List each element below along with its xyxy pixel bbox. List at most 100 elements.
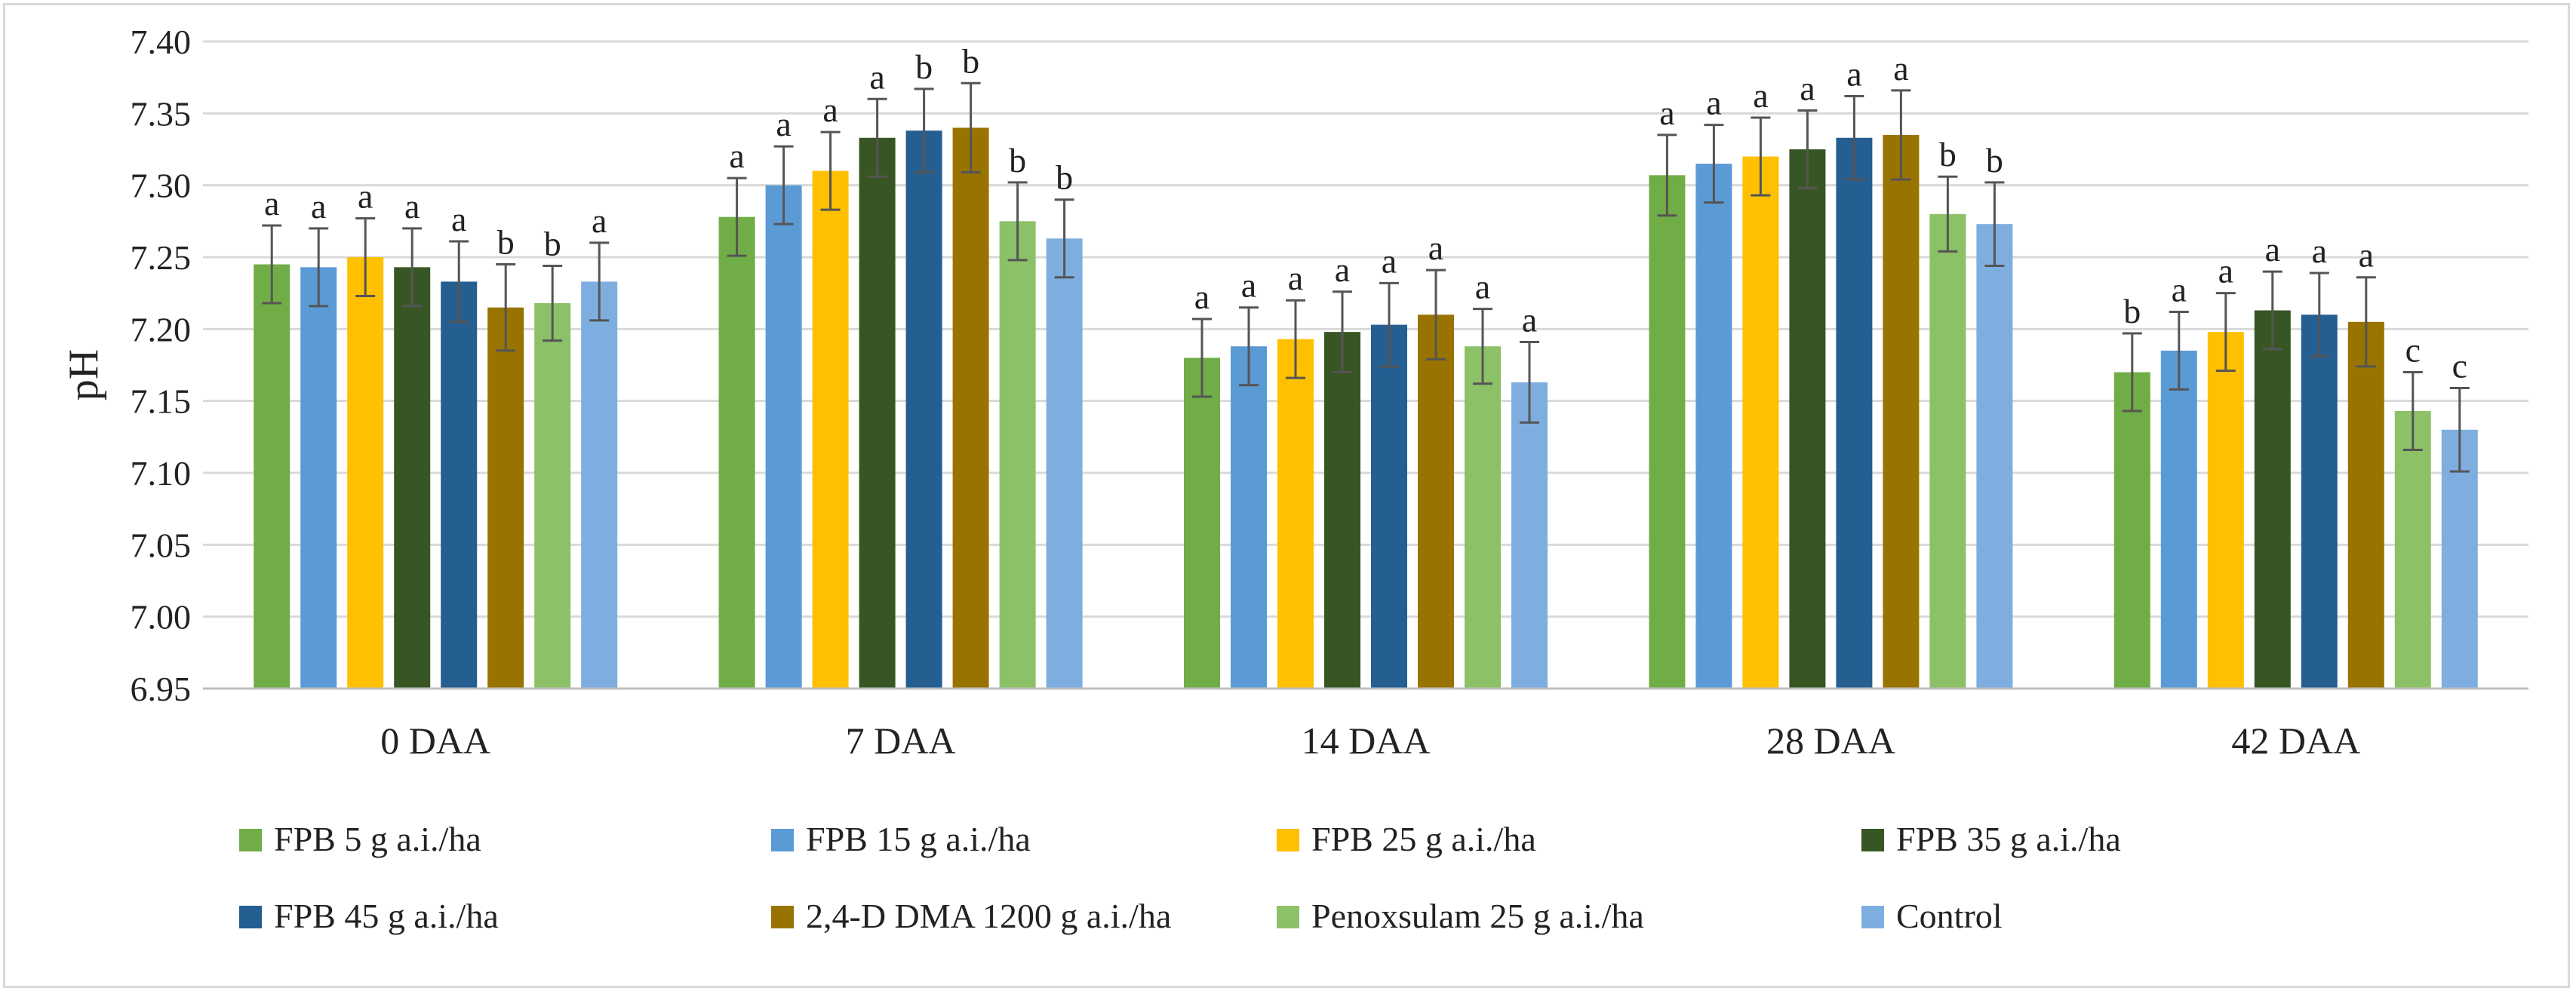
bar [254, 264, 290, 689]
significance-letter: a [358, 177, 373, 216]
bar [1465, 346, 1501, 689]
bar [1324, 332, 1360, 689]
x-tick-label: 0 DAA [380, 719, 490, 762]
significance-letter: b [1939, 135, 1957, 173]
significance-letter: b [497, 223, 515, 262]
significance-letter: a [1428, 229, 1443, 267]
bar [2113, 372, 2150, 689]
y-tick-label: 7.30 [131, 167, 192, 205]
significance-letter: a [776, 105, 791, 143]
legend-swatch [1861, 829, 1884, 851]
bar [859, 137, 896, 689]
significance-letter: a [451, 200, 466, 238]
significance-letter: b [915, 48, 933, 86]
significance-letter: a [729, 137, 744, 175]
y-tick-label: 7.20 [131, 310, 192, 348]
bar [2347, 321, 2384, 689]
legend-label: FPB 15 g a.i./ha [806, 820, 1031, 858]
legend-swatch [1277, 829, 1299, 851]
significance-letter: a [1753, 76, 1768, 115]
significance-letter: b [1056, 158, 1073, 197]
axes: 6.95 7.00 7.05 7.10 7.15 7.20 7.25 7.30 7.35 7.40… [131, 23, 2528, 762]
bar [2207, 332, 2244, 689]
legend-swatch [771, 906, 794, 928]
legend-label: FPB 45 g a.i./ha [274, 897, 499, 935]
legend: FPB 5 g a.i./ha FPB 15 g a.i./ha FPB 25 g … [239, 820, 2121, 935]
y-tick-label: 7.00 [131, 598, 192, 637]
legend-swatch [239, 906, 262, 928]
bar [765, 185, 802, 689]
bar [300, 267, 337, 689]
bar [1231, 346, 1267, 689]
significance-letter: a [1522, 300, 1537, 339]
bar [1277, 339, 1314, 689]
bar [2441, 429, 2478, 689]
bar [1371, 324, 1407, 689]
significance-letter: a [1335, 250, 1350, 289]
significance-letter: b [2123, 292, 2141, 330]
significance-letter: a [592, 201, 607, 240]
legend-label: FPB 25 g a.i./ha [1311, 820, 1536, 858]
bar [1976, 224, 2013, 689]
bars [254, 127, 2478, 689]
bar [1649, 175, 1686, 689]
bar [1789, 149, 1826, 689]
bar [441, 281, 478, 689]
significance-letter: a [1475, 268, 1490, 306]
y-tick-label: 7.05 [131, 526, 192, 564]
bar [1184, 357, 1220, 689]
significance-letter: a [404, 187, 420, 225]
legend-swatch [239, 829, 262, 851]
significance-letter: a [1893, 49, 1908, 87]
significance-letter: a [1846, 54, 1861, 93]
bar [347, 257, 384, 689]
bar [1695, 164, 1732, 689]
bar [534, 303, 571, 689]
bar [952, 127, 989, 689]
significance-letter: b [962, 41, 979, 80]
significance-letter: c [2405, 331, 2421, 370]
significance-letter: c [2452, 347, 2467, 385]
significance-letter: a [2172, 270, 2187, 308]
y-tick-label: 7.25 [131, 238, 192, 277]
x-tick-label: 42 DAA [2231, 719, 2360, 762]
significance-letter: a [822, 91, 838, 129]
bar [487, 307, 524, 689]
bar [2160, 350, 2197, 689]
significance-letter: a [1241, 266, 1256, 305]
y-axis-title: pH [60, 349, 107, 400]
legend-swatch [771, 829, 794, 851]
bar [2254, 310, 2291, 689]
x-tick-label: 28 DAA [1766, 719, 1895, 762]
bar [1883, 134, 1920, 689]
y-tick-label: 7.15 [131, 382, 192, 421]
legend-swatch [1277, 906, 1299, 928]
y-tick-label: 7.10 [131, 454, 192, 492]
significance-letter: a [1194, 278, 1210, 316]
legend-label: FPB 35 g a.i./ha [1896, 820, 2121, 858]
significance-letter: a [1288, 259, 1303, 297]
significance-letter: a [264, 184, 279, 222]
bar [718, 216, 755, 689]
legend-label: Control [1896, 897, 2003, 935]
bar [1742, 156, 1779, 689]
bar [2301, 314, 2338, 689]
bar [394, 267, 431, 689]
legend-swatch [1861, 906, 1884, 928]
bar [1046, 238, 1083, 689]
bar [1836, 137, 1873, 689]
significance-letter: a [2312, 232, 2327, 270]
y-tick-label: 7.40 [131, 23, 192, 61]
legend-label: FPB 5 g a.i./ha [274, 820, 481, 858]
significance-letter: a [1800, 69, 1815, 108]
bar [999, 221, 1036, 689]
legend-label: Penoxsulam 25 g a.i./ha [1311, 897, 1644, 935]
significance-letter: b [544, 224, 561, 262]
significance-letter: a [311, 187, 326, 225]
significance-letter: a [1382, 241, 1397, 280]
x-tick-label: 7 DAA [846, 719, 956, 762]
bar [1929, 213, 1966, 689]
